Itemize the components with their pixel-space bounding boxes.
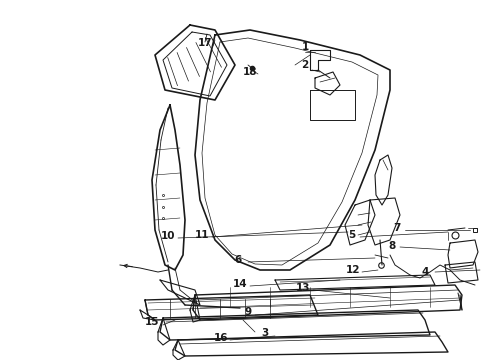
Text: 2: 2: [301, 60, 309, 70]
Text: 16: 16: [214, 333, 228, 343]
Text: 14: 14: [233, 279, 247, 289]
Text: 8: 8: [389, 241, 395, 251]
Text: 10: 10: [161, 231, 175, 241]
Text: 12: 12: [346, 265, 360, 275]
Text: 4: 4: [421, 267, 429, 277]
Text: 11: 11: [195, 230, 209, 240]
Text: 15: 15: [145, 317, 159, 327]
Text: 17: 17: [197, 38, 212, 48]
Text: 7: 7: [393, 223, 401, 233]
Text: 9: 9: [245, 307, 251, 317]
Text: 13: 13: [296, 283, 310, 293]
Text: 3: 3: [261, 328, 269, 338]
Text: 1: 1: [301, 42, 309, 52]
Text: 18: 18: [243, 67, 257, 77]
Text: 6: 6: [234, 255, 242, 265]
Text: 5: 5: [348, 230, 356, 240]
